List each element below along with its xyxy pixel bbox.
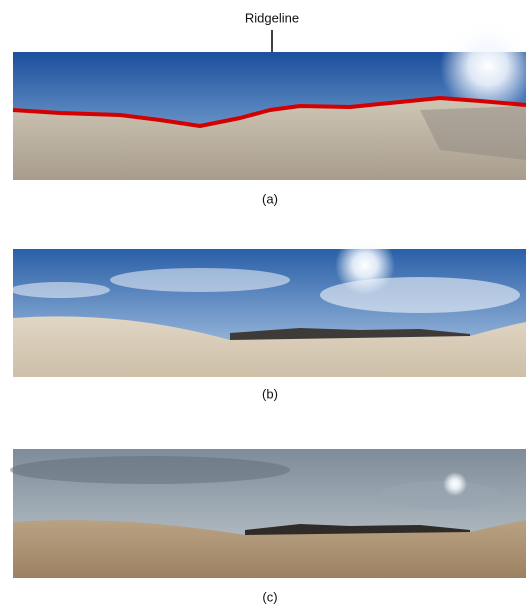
- panel-a-image: [13, 18, 528, 180]
- annotation-label: Ridgeline: [245, 10, 299, 25]
- sun: [443, 472, 467, 496]
- figure: Ridgeline (a) (b) (c): [0, 0, 528, 610]
- cloud: [10, 282, 110, 298]
- panel-c-image: [10, 449, 526, 578]
- panel-label: (b): [262, 386, 278, 401]
- panel-label: (c): [262, 589, 277, 604]
- panel-label: (a): [262, 191, 278, 206]
- cloud: [10, 456, 290, 484]
- panel-b-image: [10, 235, 526, 377]
- sun: [335, 235, 395, 295]
- cloud: [380, 481, 500, 509]
- cloud: [110, 268, 290, 292]
